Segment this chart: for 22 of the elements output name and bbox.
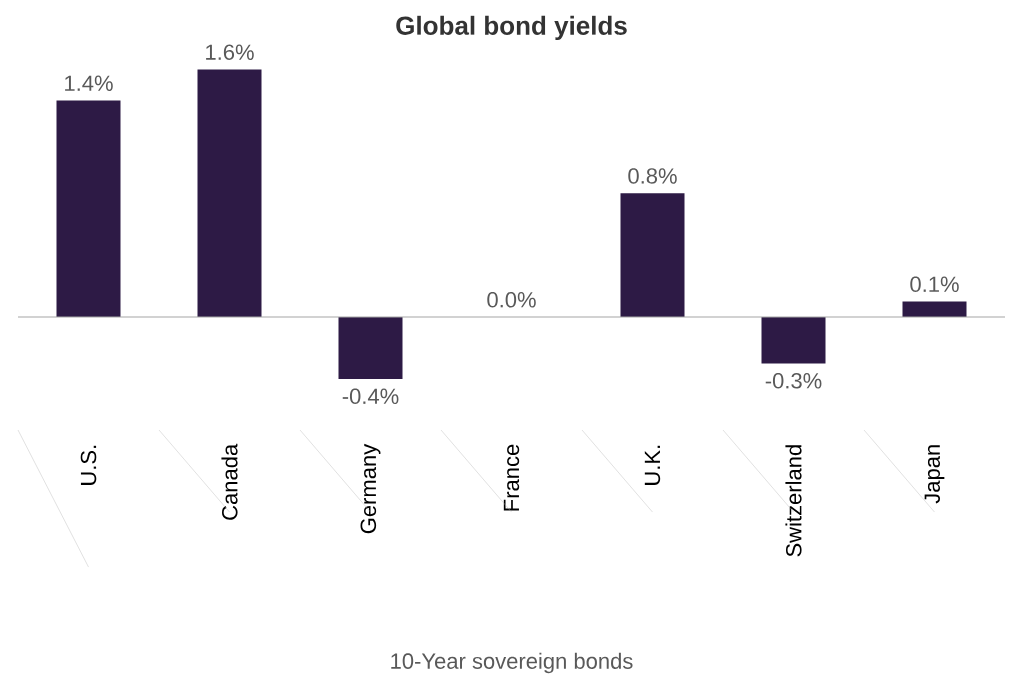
data-label: -0.4% [342, 388, 399, 405]
data-label: 1.4% [65, 75, 113, 91]
x-tick-label: U.K. [644, 445, 661, 485]
data-label: 0.0% [487, 291, 536, 308]
x-tick-label: U.S. [80, 445, 97, 485]
data-label: 1.6% [206, 44, 254, 60]
x-tick-label: Switzerland [785, 445, 802, 557]
bar [620, 193, 685, 318]
bar [56, 100, 121, 318]
x-tick-label: Canada [221, 443, 238, 520]
chart-title: Global bond yields [396, 15, 627, 41]
x-tick-label: France [503, 444, 520, 511]
data-label: -0.3% [765, 373, 822, 389]
x-tick-label: Japan [924, 445, 945, 504]
data-label: 0.8% [628, 168, 677, 184]
bar [761, 317, 826, 364]
bar [338, 317, 403, 379]
data-label: 0.1% [910, 276, 959, 293]
bar [902, 301, 967, 318]
x-tick-label: Germany [360, 443, 381, 534]
x-axis-title: 10-Year sovereign bonds [391, 652, 633, 674]
bar [197, 69, 262, 318]
